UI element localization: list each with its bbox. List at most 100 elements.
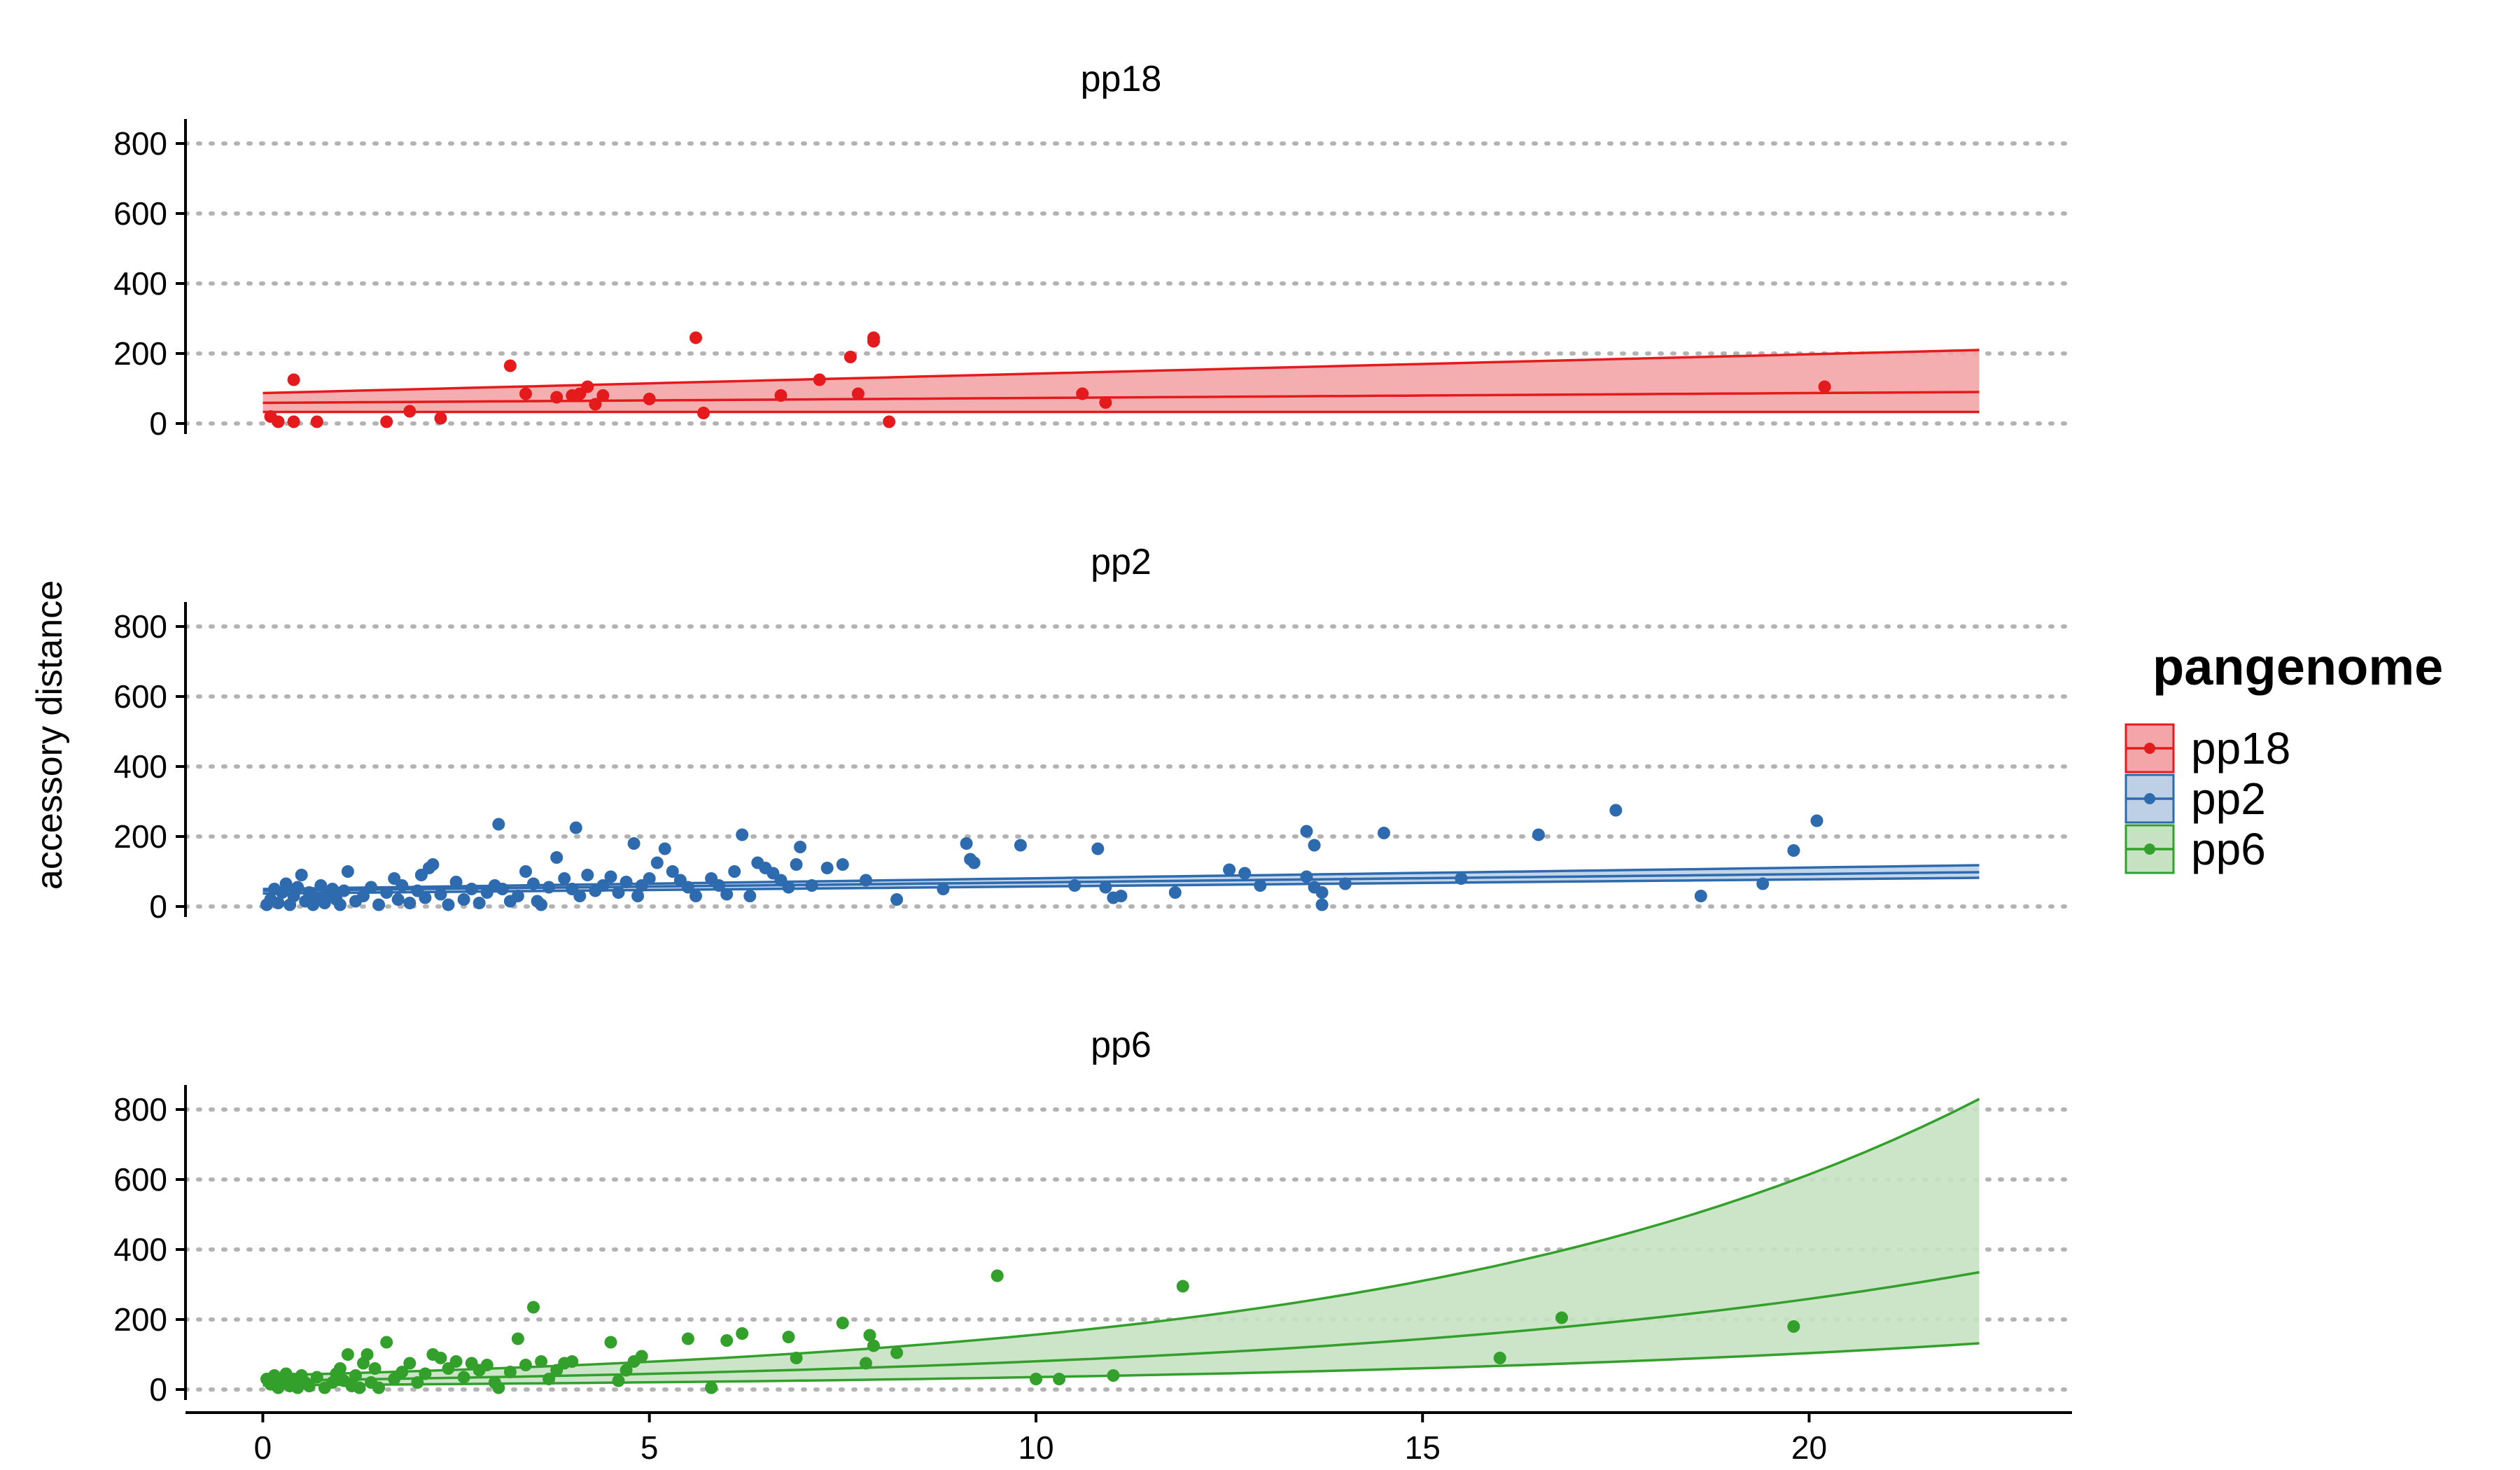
data-point-pp18 xyxy=(1818,380,1831,393)
data-point-pp2 xyxy=(535,898,548,911)
data-point-pp2 xyxy=(396,879,409,892)
data-point-pp2 xyxy=(279,877,293,890)
data-point-pp2 xyxy=(1455,872,1468,885)
data-point-pp6 xyxy=(310,1371,323,1384)
upper-bound-line xyxy=(262,349,1980,395)
data-point-pp2 xyxy=(326,883,339,895)
data-point-pp2 xyxy=(569,821,582,834)
data-point-pp18 xyxy=(550,391,564,404)
data-point-pp2 xyxy=(643,872,656,885)
data-point-pp2 xyxy=(782,881,795,894)
data-point-pp6 xyxy=(1176,1280,1189,1293)
data-point-pp6 xyxy=(380,1336,393,1349)
data-point-pp2 xyxy=(314,879,328,892)
data-point-pp2 xyxy=(1014,839,1027,852)
data-point-pp6 xyxy=(1107,1369,1120,1382)
facet-panels: pp18 0 200 400 600 800 pp2 0 200 400 600 800 pp6 0 200… xyxy=(113,59,2074,1408)
y-tick-label: 800 xyxy=(113,125,167,162)
y-tick-label: 0 xyxy=(149,1371,167,1408)
data-point-pp6 xyxy=(492,1381,505,1394)
data-point-pp2 xyxy=(1315,886,1329,899)
legend-item-pp18: pp18 xyxy=(2124,723,2290,774)
data-point-pp2 xyxy=(1308,839,1321,852)
data-point-pp2 xyxy=(728,865,741,878)
data-point-pp2 xyxy=(449,876,463,888)
data-point-pp18 xyxy=(1076,387,1089,400)
data-point-pp6 xyxy=(890,1346,904,1359)
fit-line-pp2 xyxy=(262,871,1980,892)
data-point-pp6 xyxy=(863,1329,876,1342)
data-point-pp2 xyxy=(805,879,818,892)
panel-pp18: pp18 0 200 400 600 800 xyxy=(113,59,2074,442)
data-point-pp2 xyxy=(1810,814,1823,827)
data-point-pp6 xyxy=(736,1327,749,1340)
panel-pp6: pp6 0 200 400 600 800 xyxy=(113,1025,2074,1408)
data-point-pp18 xyxy=(867,331,880,344)
data-point-pp2 xyxy=(341,865,354,878)
facet-title-pp2: pp2 xyxy=(1091,542,1152,582)
data-point-pp2 xyxy=(492,818,505,831)
data-point-pp2 xyxy=(272,897,285,909)
data-point-pp2 xyxy=(1300,870,1313,883)
data-point-pp2 xyxy=(457,893,470,906)
y-tick-label: 400 xyxy=(113,1231,167,1268)
data-point-pp6 xyxy=(403,1357,416,1370)
data-point-pp2 xyxy=(690,890,702,902)
data-point-pp18 xyxy=(519,387,532,400)
data-point-pp2 xyxy=(681,881,694,894)
data-point-pp2 xyxy=(558,872,571,885)
data-point-pp18 xyxy=(851,387,864,400)
data-point-pp2 xyxy=(465,883,478,895)
data-point-pp18 xyxy=(310,415,323,428)
x-tick-label: 15 xyxy=(1405,1429,1441,1466)
data-point-pp2 xyxy=(1091,842,1105,855)
data-point-pp2 xyxy=(357,890,370,902)
data-point-pp6 xyxy=(333,1362,346,1375)
data-point-pp2 xyxy=(666,865,679,878)
x-axis: 0 5 10 15 20 xyxy=(186,1411,2072,1466)
data-point-pp2 xyxy=(967,856,981,869)
data-point-pp2 xyxy=(743,890,757,902)
y-tick-label: 200 xyxy=(113,1301,167,1338)
confidence-band-pp18 xyxy=(262,350,1980,412)
data-point-pp2 xyxy=(365,881,378,894)
data-point-pp6 xyxy=(372,1381,386,1394)
data-point-pp18 xyxy=(380,415,393,428)
data-point-pp6 xyxy=(836,1317,849,1329)
data-point-pp2 xyxy=(1099,881,1112,894)
data-point-pp2 xyxy=(1694,890,1707,902)
data-point-pp2 xyxy=(890,893,904,906)
data-point-pp18 xyxy=(643,393,656,405)
data-point-pp6 xyxy=(620,1364,633,1377)
data-point-pp2 xyxy=(380,886,393,899)
data-point-pp2 xyxy=(713,879,726,892)
data-point-pp6 xyxy=(302,1380,316,1392)
data-point-pp6 xyxy=(341,1348,354,1361)
y-tick-label: 400 xyxy=(113,748,167,785)
data-point-pp2 xyxy=(1756,877,1770,890)
data-point-pp2 xyxy=(612,886,625,899)
data-point-pp18 xyxy=(690,331,702,344)
data-point-pp2 xyxy=(1609,804,1623,817)
data-point-pp2 xyxy=(658,842,671,855)
y-tick-label: 600 xyxy=(113,678,167,715)
data-point-pp18 xyxy=(813,373,826,386)
data-point-pp18 xyxy=(287,373,300,386)
fit-line-pp18 xyxy=(262,391,1980,405)
data-point-pp18 xyxy=(774,389,788,402)
data-point-pp2 xyxy=(419,891,432,904)
data-point-pp2 xyxy=(333,898,346,911)
data-point-pp6 xyxy=(396,1366,409,1378)
data-point-pp6 xyxy=(449,1355,463,1368)
data-point-pp2 xyxy=(1114,890,1128,902)
y-tick-label: 0 xyxy=(149,888,167,925)
data-point-pp18 xyxy=(434,412,447,425)
data-point-pp2 xyxy=(527,877,540,890)
data-point-pp6 xyxy=(1555,1311,1568,1324)
data-point-pp2 xyxy=(519,865,532,878)
data-point-pp6 xyxy=(1053,1373,1066,1385)
y-tick-label: 800 xyxy=(113,1091,167,1128)
data-point-pp6 xyxy=(705,1381,718,1394)
y-tick-label: 200 xyxy=(113,818,167,855)
